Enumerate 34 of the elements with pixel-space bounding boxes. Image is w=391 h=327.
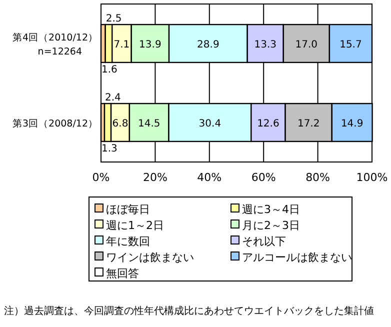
legend-label: それ以下 <box>242 235 286 248</box>
data-label: 28.9 <box>197 40 220 50</box>
data-label: 7.1 <box>114 40 130 50</box>
text: 注）過去調査は、今回調査の性年代構成比にあわせてウエイトバックをした集計値 <box>4 305 374 317</box>
data-label: 14.5 <box>138 118 160 130</box>
legend-label: アルコールは飲まない <box>242 251 352 264</box>
legend-label: ほぼ毎日 <box>106 203 150 216</box>
data-label: 17.2 <box>297 118 320 130</box>
data-label: 13.3 <box>254 40 276 50</box>
legend-label: ワインは飲まない <box>106 251 194 264</box>
legend-label: 年に数回 <box>106 235 150 248</box>
data-label: 15.7 <box>340 40 362 50</box>
data-label: 12.6 <box>257 118 280 130</box>
x-tick-label: 100% <box>356 171 388 184</box>
data-label: 17.0 <box>295 40 318 50</box>
data-label: 2.4 <box>105 92 121 104</box>
y-tick-label: 第4回（2010/12） n=12264 <box>12 32 98 58</box>
y-tick-label: 第3回（2008/12） <box>12 118 98 130</box>
data-label: 1.6 <box>102 64 118 76</box>
x-tick-label: 80% <box>306 171 330 184</box>
x-tick-label: 40% <box>197 171 222 184</box>
x-tick-label: 0% <box>92 171 110 184</box>
x-tick-label: 20% <box>142 171 168 184</box>
data-label: 2.5 <box>106 14 122 25</box>
data-label: 14.9 <box>340 118 364 130</box>
legend-label: 週に3～4日 <box>242 203 300 216</box>
legend-label: 週に1～2日 <box>106 219 164 232</box>
legend-label: 無回答 <box>106 267 139 280</box>
data-label: 30.4 <box>198 118 222 130</box>
data-label: 6.8 <box>112 118 128 130</box>
x-tick-label: 60% <box>251 171 276 184</box>
data-label: 1.3 <box>102 143 118 154</box>
data-label: 13.9 <box>139 40 162 50</box>
legend-label: 月に2～3日 <box>242 219 300 232</box>
